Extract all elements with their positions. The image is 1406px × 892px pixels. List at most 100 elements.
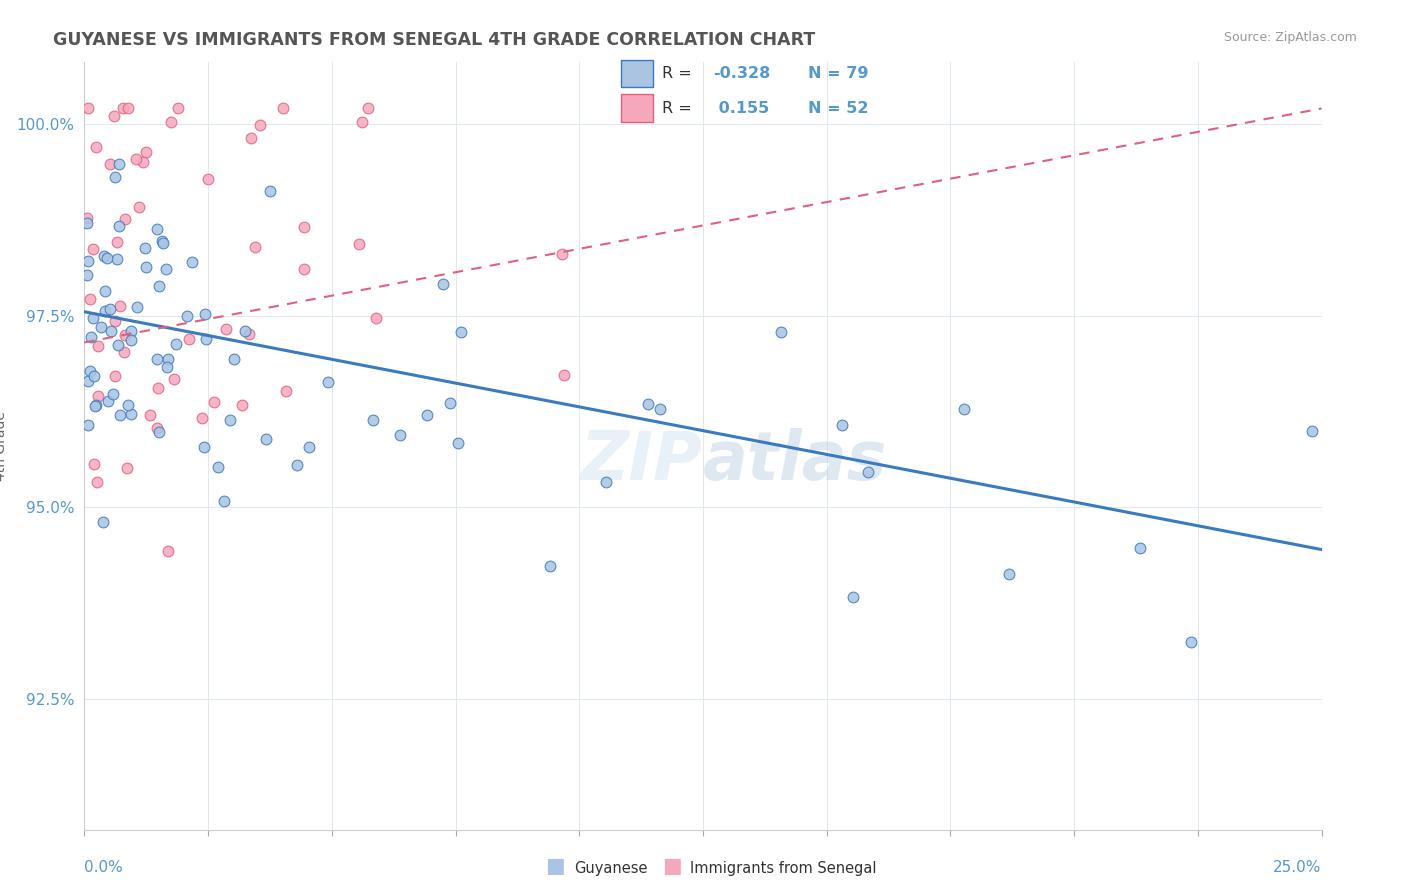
Y-axis label: 4th Grade: 4th Grade: [0, 411, 8, 481]
Point: [107, 338, 129, 352]
Text: ■: ■: [546, 856, 565, 876]
Point: [159, 115, 181, 129]
Text: GUYANESE VS IMMIGRANTS FROM SENEGAL 4TH GRADE CORRELATION CHART: GUYANESE VS IMMIGRANTS FROM SENEGAL 4TH …: [53, 31, 815, 49]
Text: ■: ■: [662, 856, 682, 876]
Point: [103, 387, 125, 401]
Point: [84, 399, 107, 413]
Point: [117, 398, 139, 412]
Point: [87, 339, 110, 353]
Point: [76, 375, 98, 389]
Text: -0.328: -0.328: [713, 66, 770, 81]
Point: [146, 381, 169, 395]
Text: ZIP: ZIP: [581, 428, 703, 494]
Point: [79, 293, 101, 307]
Point: [114, 212, 136, 227]
Point: [104, 314, 127, 328]
Text: 0.155: 0.155: [713, 101, 769, 116]
Point: [108, 157, 131, 171]
Point: [105, 235, 128, 249]
Text: N = 79: N = 79: [808, 66, 869, 81]
Point: [207, 459, 229, 474]
Point: [98, 157, 121, 171]
Point: [259, 185, 281, 199]
Point: [553, 368, 575, 382]
Point: [108, 409, 131, 423]
Point: [145, 420, 167, 434]
Text: Source: ZipAtlas.com: Source: ZipAtlas.com: [1223, 31, 1357, 45]
Point: [202, 395, 225, 409]
Point: [111, 102, 134, 116]
Point: [96, 252, 118, 266]
Point: [222, 351, 245, 366]
Point: [297, 440, 319, 454]
Point: [150, 234, 173, 248]
Point: [76, 211, 98, 225]
Point: [233, 324, 256, 338]
Point: [120, 407, 142, 421]
Point: [177, 332, 200, 346]
Text: atlas: atlas: [703, 428, 887, 494]
Point: [191, 410, 214, 425]
Point: [439, 396, 461, 410]
Point: [146, 222, 169, 236]
Point: [195, 332, 218, 346]
Point: [254, 432, 277, 446]
Point: [1180, 634, 1202, 648]
Point: [120, 333, 142, 347]
Point: [551, 247, 574, 261]
Point: [84, 398, 107, 412]
Point: [292, 219, 315, 234]
Point: [215, 321, 238, 335]
Point: [76, 216, 98, 230]
Point: [349, 236, 371, 251]
Point: [243, 240, 266, 254]
Point: [104, 169, 127, 184]
Point: [91, 515, 114, 529]
Point: [388, 428, 411, 442]
Point: [90, 320, 112, 334]
Point: [447, 436, 470, 450]
Point: [841, 590, 863, 604]
Point: [858, 465, 880, 479]
Point: [156, 360, 179, 375]
Point: [86, 475, 108, 489]
Point: [156, 352, 179, 367]
Point: [94, 303, 117, 318]
Point: [87, 389, 110, 403]
Point: [83, 369, 105, 384]
Point: [105, 252, 128, 266]
FancyBboxPatch shape: [621, 60, 652, 87]
Point: [271, 102, 294, 116]
Point: [148, 425, 170, 440]
Point: [120, 324, 142, 338]
Point: [152, 236, 174, 251]
Point: [357, 102, 380, 116]
Point: [292, 261, 315, 276]
Point: [316, 375, 339, 389]
Point: [350, 114, 373, 128]
Point: [166, 337, 188, 351]
Point: [276, 384, 298, 398]
Point: [93, 249, 115, 263]
Point: [128, 200, 150, 214]
Point: [432, 277, 454, 292]
Point: [361, 413, 384, 427]
Point: [115, 460, 138, 475]
Point: [155, 262, 177, 277]
Point: [238, 327, 260, 342]
Point: [82, 242, 104, 256]
Point: [79, 364, 101, 378]
Point: [138, 408, 160, 422]
Point: [98, 301, 121, 316]
Point: [80, 330, 103, 344]
Text: 0.0%: 0.0%: [84, 860, 124, 875]
Text: R =: R =: [662, 66, 697, 81]
Point: [1129, 541, 1152, 555]
Text: R =: R =: [662, 101, 697, 116]
Point: [108, 299, 131, 313]
Point: [103, 109, 125, 123]
Point: [197, 171, 219, 186]
Text: 25.0%: 25.0%: [1274, 860, 1322, 875]
Point: [114, 327, 136, 342]
Point: [163, 372, 186, 386]
